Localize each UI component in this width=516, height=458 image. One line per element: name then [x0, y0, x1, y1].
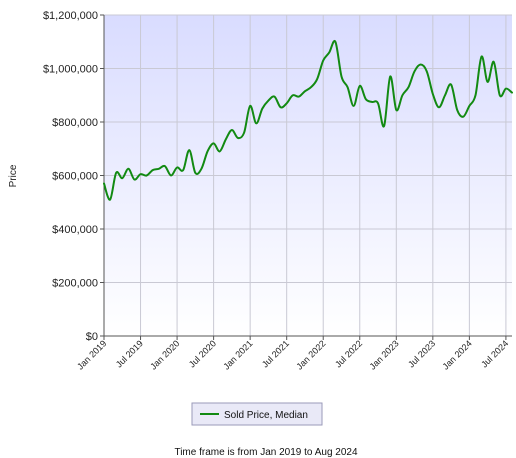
legend-label-sold-price-median: Sold Price, Median — [224, 410, 308, 421]
x-tick-label: Jul 2023 — [406, 338, 437, 369]
y-tick-label: $1,000,000 — [43, 64, 98, 76]
y-tick-label: $1,200,000 — [43, 10, 98, 22]
x-tick-label: Jul 2020 — [187, 338, 218, 369]
x-tick-labels: Jan 2019 Jul 2019 Jan 2020 Jul 2020 Jan 2021… — [75, 338, 510, 371]
x-tick-label: Jan 2020 — [148, 338, 181, 371]
y-tick-label: $200,000 — [52, 278, 98, 290]
axes — [103, 15, 512, 337]
x-tick-label: Jan 2022 — [294, 338, 327, 371]
x-tick-label: Jan 2023 — [367, 338, 400, 371]
x-tick-label: Jul 2022 — [333, 338, 364, 369]
series-lines — [103, 39, 513, 201]
y-tick-label: $600,000 — [52, 171, 98, 183]
legend-box — [191, 402, 323, 426]
y-tick-label: $400,000 — [52, 224, 98, 236]
series-line-sold-price-median — [103, 39, 513, 201]
y-tick-label: $0 — [86, 331, 98, 343]
y-axis-title: Price — [8, 164, 19, 187]
y-tick-labels: $0 $200,000 $400,000 $600,000 $800,000 $1,000… — [43, 10, 98, 343]
x-tick-label: Jul 2021 — [260, 338, 291, 369]
x-tick-label: Jan 2024 — [441, 338, 474, 371]
x-tick-label: Jan 2021 — [221, 338, 254, 371]
y-tick-label: $800,000 — [52, 117, 98, 129]
x-tick-label: Jan 2019 — [75, 338, 108, 371]
timeframe-caption: Time frame is from Jan 2019 to Aug 2024 — [174, 447, 357, 458]
legend: Sold Price, Median — [191, 402, 323, 426]
x-tick-label: Jul 2019 — [114, 338, 145, 369]
x-tick-label: Jul 2024 — [479, 338, 510, 369]
